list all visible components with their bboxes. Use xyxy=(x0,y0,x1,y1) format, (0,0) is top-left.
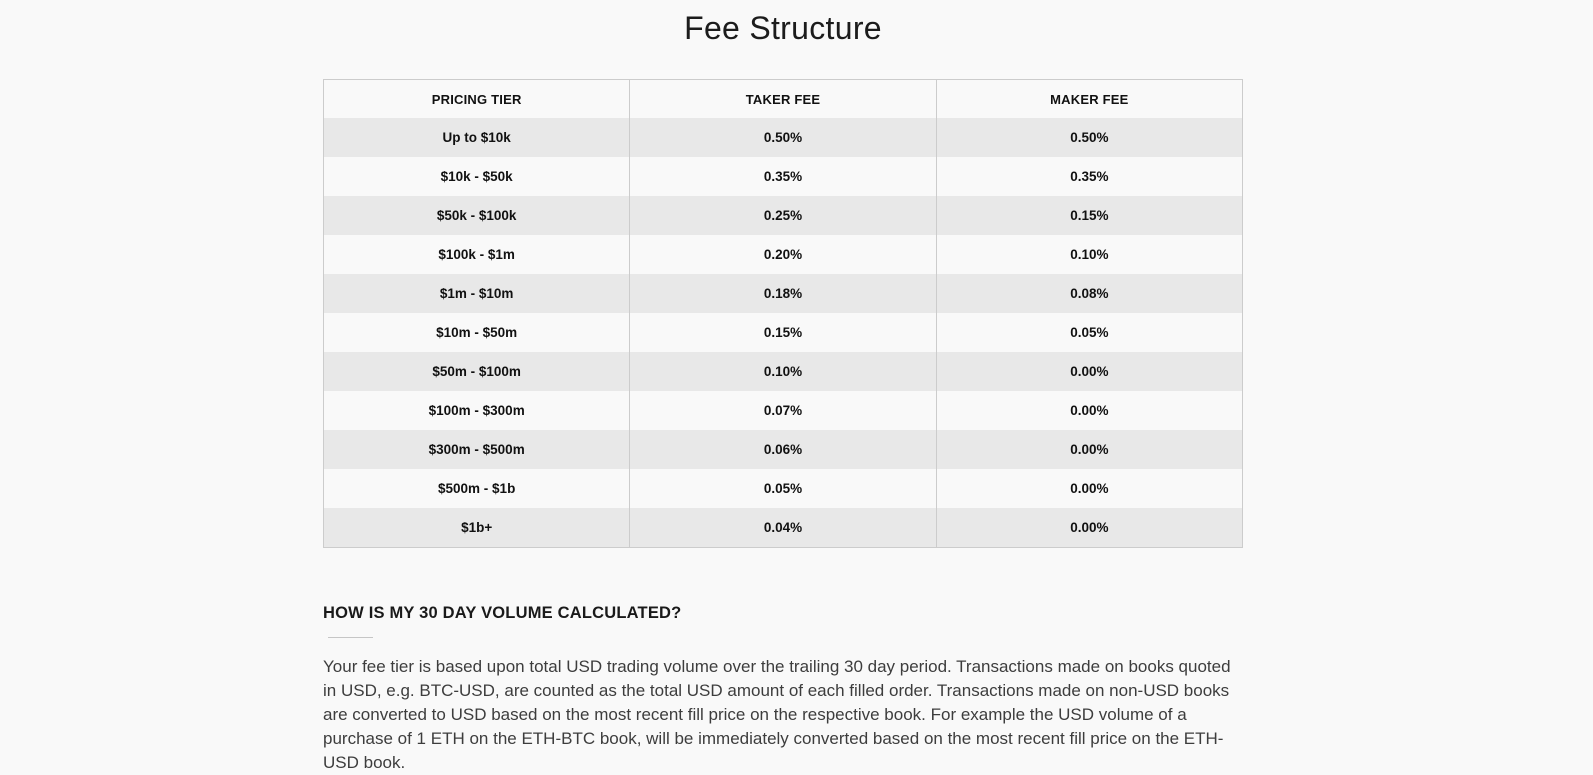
cell-maker: 0.50% xyxy=(935,118,1244,157)
cell-maker: 0.00% xyxy=(935,352,1244,391)
column-header-pricing-tier: PRICING TIER xyxy=(322,79,631,118)
table-row: $10k - $50k 0.35% 0.35% xyxy=(322,157,1244,196)
fee-table-body: Up to $10k 0.50% 0.50% $10k - $50k 0.35% 0.35… xyxy=(322,118,1244,548)
column-header-taker-fee: TAKER FEE xyxy=(629,79,937,118)
table-row: $50m - $100m 0.10% 0.00% xyxy=(322,352,1244,391)
cell-maker: 0.00% xyxy=(935,391,1244,430)
table-row: $1m - $10m 0.18% 0.08% xyxy=(322,274,1244,313)
page-title: Fee Structure xyxy=(684,10,882,46)
cell-maker: 0.05% xyxy=(935,313,1244,352)
cell-tier: $1b+ xyxy=(322,508,631,548)
volume-section-body: Your fee tier is based upon total USD tr… xyxy=(323,657,1231,772)
cell-tier: $100m - $300m xyxy=(322,391,631,430)
cell-taker: 0.15% xyxy=(629,313,937,352)
table-row: $10m - $50m 0.15% 0.05% xyxy=(322,313,1244,352)
cell-taker: 0.10% xyxy=(629,352,937,391)
volume-section-heading: HOW IS MY 30 DAY VOLUME CALCULATED? xyxy=(323,604,682,622)
cell-maker: 0.00% xyxy=(935,508,1244,548)
cell-taker: 0.07% xyxy=(629,391,937,430)
cell-taker: 0.05% xyxy=(629,469,937,508)
cell-tier: $10m - $50m xyxy=(322,313,631,352)
cell-tier: $50m - $100m xyxy=(322,352,631,391)
table-row: $1b+ 0.04% 0.00% xyxy=(322,508,1244,548)
table-row: $300m - $500m 0.06% 0.00% xyxy=(322,430,1244,469)
volume-section: HOW IS MY 30 DAY VOLUME CALCULATED? Your… xyxy=(323,604,1243,775)
cell-maker: 0.08% xyxy=(935,274,1244,313)
table-row: $100k - $1m 0.20% 0.10% xyxy=(322,235,1244,274)
cell-tier: Up to $10k xyxy=(322,118,631,157)
cell-taker: 0.20% xyxy=(629,235,937,274)
fee-structure-table: PRICING TIER TAKER FEE MAKER FEE Up to $… xyxy=(322,79,1244,548)
table-row: $100m - $300m 0.07% 0.00% xyxy=(322,391,1244,430)
header-row: PRICING TIER TAKER FEE MAKER FEE xyxy=(322,79,1244,118)
cell-tier: $300m - $500m xyxy=(322,430,631,469)
cell-tier: $50k - $100k xyxy=(322,196,631,235)
fee-table-header: PRICING TIER TAKER FEE MAKER FEE xyxy=(322,79,1244,118)
cell-maker: 0.10% xyxy=(935,235,1244,274)
cell-taker: 0.06% xyxy=(629,430,937,469)
cell-tier: $1m - $10m xyxy=(322,274,631,313)
cell-maker: 0.15% xyxy=(935,196,1244,235)
cell-taker: 0.25% xyxy=(629,196,937,235)
cell-tier: $500m - $1b xyxy=(322,469,631,508)
cell-maker: 0.00% xyxy=(935,469,1244,508)
cell-taker: 0.04% xyxy=(629,508,937,548)
column-header-maker-fee: MAKER FEE xyxy=(935,79,1244,118)
main-content: Fee Structure PRICING TIER TAKER FEE MAK… xyxy=(322,0,1244,775)
cell-tier: $100k - $1m xyxy=(322,235,631,274)
cell-taker: 0.18% xyxy=(629,274,937,313)
cell-taker: 0.50% xyxy=(629,118,937,157)
cell-taker: 0.35% xyxy=(629,157,937,196)
heading-divider xyxy=(328,637,373,638)
table-row: $50k - $100k 0.25% 0.15% xyxy=(322,196,1244,235)
table-row: $500m - $1b 0.05% 0.00% xyxy=(322,469,1244,508)
cell-tier: $10k - $50k xyxy=(322,157,631,196)
table-row: Up to $10k 0.50% 0.50% xyxy=(322,118,1244,157)
cell-maker: 0.00% xyxy=(935,430,1244,469)
cell-maker: 0.35% xyxy=(935,157,1244,196)
